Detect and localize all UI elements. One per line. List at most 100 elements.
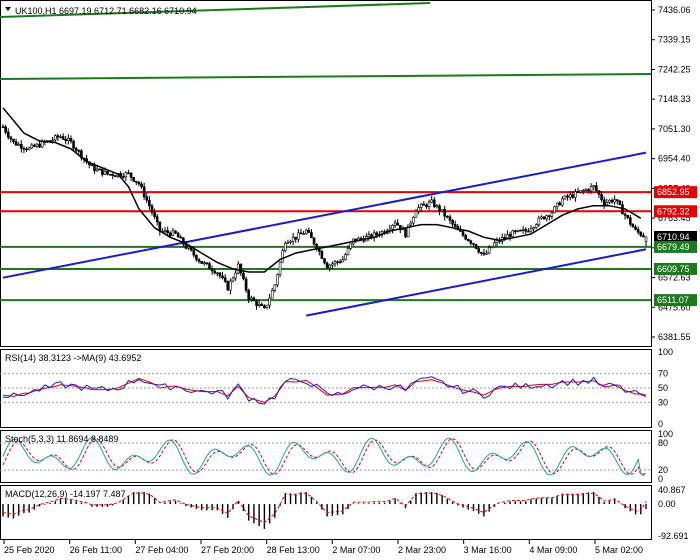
candle-body (346, 248, 350, 255)
candle-body (417, 207, 420, 212)
candle-body (30, 144, 34, 149)
green-trendline (0, 73, 652, 80)
macd-header: MACD(12,26,9) -14.197 7.487 (5, 489, 126, 499)
candle-body (210, 268, 214, 272)
candle-body (542, 216, 546, 220)
candle-body (532, 227, 535, 230)
indicator-tick-label: 50 (658, 383, 668, 393)
candle-body (257, 303, 261, 306)
candlesticks (1, 124, 648, 310)
candle-body (213, 270, 217, 274)
candle-body (226, 281, 230, 291)
candle-body (469, 240, 473, 244)
candle-body (406, 224, 410, 238)
candle-body (592, 185, 596, 187)
trend-channel (2, 151, 647, 317)
indicator-tick-label: 100 (658, 347, 673, 357)
candle-body (72, 140, 75, 149)
candle-body (27, 147, 31, 150)
candle-body (623, 213, 627, 216)
candle-body (260, 303, 264, 307)
candle-body (276, 274, 279, 286)
candle-body (312, 237, 316, 245)
candle-body (6, 131, 10, 138)
candle-body (114, 175, 117, 177)
candle-body (474, 244, 478, 249)
chevron-down-icon[interactable] (5, 7, 11, 11)
candle-body (289, 240, 292, 243)
candle-body (174, 230, 177, 234)
candle-body (294, 236, 298, 240)
candle-body (25, 148, 28, 151)
candle-body (273, 284, 277, 291)
candle-body (155, 216, 159, 223)
candle-body (153, 212, 156, 217)
candle-body (51, 139, 54, 142)
candle-body (466, 238, 470, 242)
candle-body (64, 139, 68, 141)
candle-body (142, 186, 146, 198)
candle-body (443, 209, 447, 217)
candle-body (453, 223, 457, 227)
rsi-indicator: 100 70 50 30 0 (0, 347, 673, 429)
candle-body (636, 229, 640, 233)
candle-body (22, 147, 26, 150)
candle-body (111, 173, 115, 176)
candle-body (589, 186, 593, 192)
candle-body (331, 263, 334, 266)
candle-body (106, 170, 109, 175)
candle-body (464, 235, 467, 240)
candle-body (90, 164, 94, 167)
candle-body (137, 182, 141, 185)
price-tick-label: 7148.33 (658, 94, 691, 104)
candle-body (242, 272, 245, 280)
candle-body (529, 228, 533, 232)
candle-body (367, 234, 371, 237)
candle-body (291, 236, 295, 242)
candle-body (359, 237, 363, 240)
stoch-panel (0, 430, 652, 483)
candle-body (140, 183, 143, 188)
candle-body (451, 220, 454, 225)
candle-body (236, 263, 240, 274)
candle-body (171, 230, 175, 236)
indicator-tick-label: 0.00 (658, 499, 676, 509)
candle-body (53, 135, 57, 141)
candle-body (265, 304, 269, 309)
support-tag: 6609.75 (657, 264, 690, 274)
candle-body (229, 280, 232, 291)
price-tick-label: 6763.45 (658, 213, 691, 223)
candle-body (216, 272, 219, 275)
candle-body (613, 199, 616, 203)
macd-signal-line (2, 492, 647, 524)
candle-body (150, 205, 154, 213)
candle-body (349, 243, 352, 249)
candle-body (404, 228, 407, 238)
candle-body (325, 262, 329, 269)
candle-body (239, 263, 243, 274)
candle-body (341, 259, 345, 263)
candle-body (247, 290, 250, 300)
candle-body (508, 234, 512, 237)
candle-body (231, 277, 235, 282)
candle-body (299, 232, 303, 235)
candle-body (148, 199, 151, 207)
candle-body (644, 236, 648, 242)
candle-body (550, 212, 554, 217)
candle-body (135, 180, 138, 183)
candle-body (77, 150, 81, 152)
candle-body (597, 190, 601, 195)
upper-green-trendline (0, 2, 431, 18)
candle-body (409, 222, 413, 226)
candle-body (187, 246, 190, 249)
candle-body (545, 215, 548, 220)
candle-body (95, 168, 99, 172)
candle-body (255, 300, 258, 306)
candle-body (124, 172, 128, 178)
candle-body (555, 202, 559, 208)
candle-body (506, 234, 509, 239)
price-tick-label: 7242.25 (658, 64, 691, 74)
candle-body (320, 251, 324, 259)
